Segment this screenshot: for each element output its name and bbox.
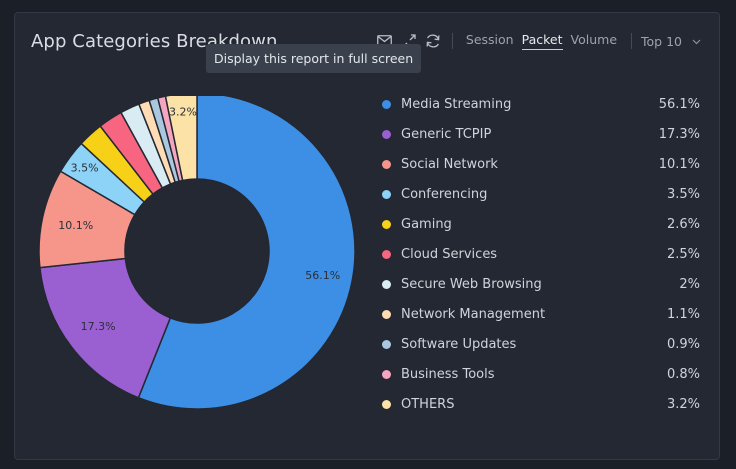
- legend-label: Conferencing: [401, 186, 488, 202]
- legend-swatch: [382, 219, 391, 229]
- slice-label-others: 3.2%: [169, 106, 197, 119]
- legend-value: 0.8%: [666, 366, 700, 382]
- donut-chart: 56.1% 17.3% 10.1% 3.5% 3.2%: [38, 96, 356, 410]
- legend-value: 2.6%: [666, 216, 700, 232]
- legend-label: Business Tools: [401, 366, 495, 382]
- legend-label: Social Network: [401, 156, 498, 172]
- legend-value: 2.5%: [666, 246, 700, 262]
- toolbar-divider: [451, 33, 453, 49]
- chart-legend: Media Streaming 56.1% Generic TCPIP 17.3% So…: [382, 89, 700, 419]
- legend-item-conferencing[interactable]: Conferencing 3.5%: [382, 179, 700, 209]
- tab-session[interactable]: Session: [465, 32, 514, 47]
- legend-swatch: [382, 369, 391, 379]
- legend-swatch: [382, 249, 391, 259]
- slice-label-generic-tcpip: 17.3%: [81, 320, 116, 333]
- legend-label: Network Management: [401, 306, 546, 322]
- legend-swatch: [382, 339, 391, 349]
- legend-label: Cloud Services: [401, 246, 498, 262]
- legend-label: OTHERS: [401, 396, 455, 412]
- legend-label: Gaming: [401, 216, 452, 232]
- report-toolbar: Session Packet Volume Top 10: [370, 31, 701, 51]
- legend-item-generic-tcpip[interactable]: Generic TCPIP 17.3%: [382, 119, 700, 149]
- legend-swatch: [382, 99, 391, 109]
- legend-label: Secure Web Browsing: [401, 276, 542, 292]
- legend-item-software-updates[interactable]: Software Updates 0.9%: [382, 329, 700, 359]
- fullscreen-tooltip: Display this report in full screen: [206, 44, 422, 73]
- legend-swatch: [382, 159, 391, 169]
- legend-swatch: [382, 309, 391, 319]
- legend-value: 56.1%: [658, 96, 700, 112]
- legend-swatch: [382, 279, 391, 289]
- chevron-down-icon: [692, 33, 701, 48]
- toolbar-divider: [631, 33, 633, 49]
- legend-swatch: [382, 399, 391, 409]
- legend-item-media-streaming[interactable]: Media Streaming 56.1%: [382, 89, 700, 119]
- pie-slice-others[interactable]: [164, 96, 198, 182]
- slice-label-media-streaming: 56.1%: [305, 269, 340, 282]
- report-card: App Categories Breakdown: [14, 12, 720, 460]
- tab-volume[interactable]: Volume: [570, 32, 618, 47]
- pie-slice-media-streaming[interactable]: [137, 96, 356, 410]
- top-n-dropdown-value: Top 10: [641, 33, 682, 49]
- legend-label: Generic TCPIP: [401, 126, 492, 142]
- legend-value: 1.1%: [666, 306, 700, 322]
- legend-item-others[interactable]: OTHERS 3.2%: [382, 389, 700, 419]
- legend-value: 10.1%: [658, 156, 700, 172]
- legend-label: Media Streaming: [401, 96, 512, 112]
- legend-value: 3.5%: [666, 186, 700, 202]
- legend-value: 0.9%: [666, 336, 700, 352]
- legend-value: 2%: [679, 276, 700, 292]
- legend-item-cloud-services[interactable]: Cloud Services 2.5%: [382, 239, 700, 269]
- legend-value: 17.3%: [658, 126, 700, 142]
- refresh-icon[interactable]: [424, 32, 442, 50]
- legend-item-social-network[interactable]: Social Network 10.1%: [382, 149, 700, 179]
- tab-packet[interactable]: Packet: [521, 32, 563, 50]
- pie-slice-generic-tcpip[interactable]: [39, 257, 172, 399]
- legend-item-business-tools[interactable]: Business Tools 0.8%: [382, 359, 700, 389]
- slice-label-conferencing: 3.5%: [71, 162, 99, 175]
- legend-item-secure-web-browsing[interactable]: Secure Web Browsing 2%: [382, 269, 700, 299]
- legend-label: Software Updates: [401, 336, 517, 352]
- legend-item-network-management[interactable]: Network Management 1.1%: [382, 299, 700, 329]
- legend-swatch: [382, 129, 391, 139]
- legend-value: 3.2%: [666, 396, 700, 412]
- legend-item-gaming[interactable]: Gaming 2.6%: [382, 209, 700, 239]
- legend-swatch: [382, 189, 391, 199]
- slice-label-social-network: 10.1%: [58, 219, 93, 232]
- top-n-dropdown[interactable]: Top 10: [641, 34, 701, 49]
